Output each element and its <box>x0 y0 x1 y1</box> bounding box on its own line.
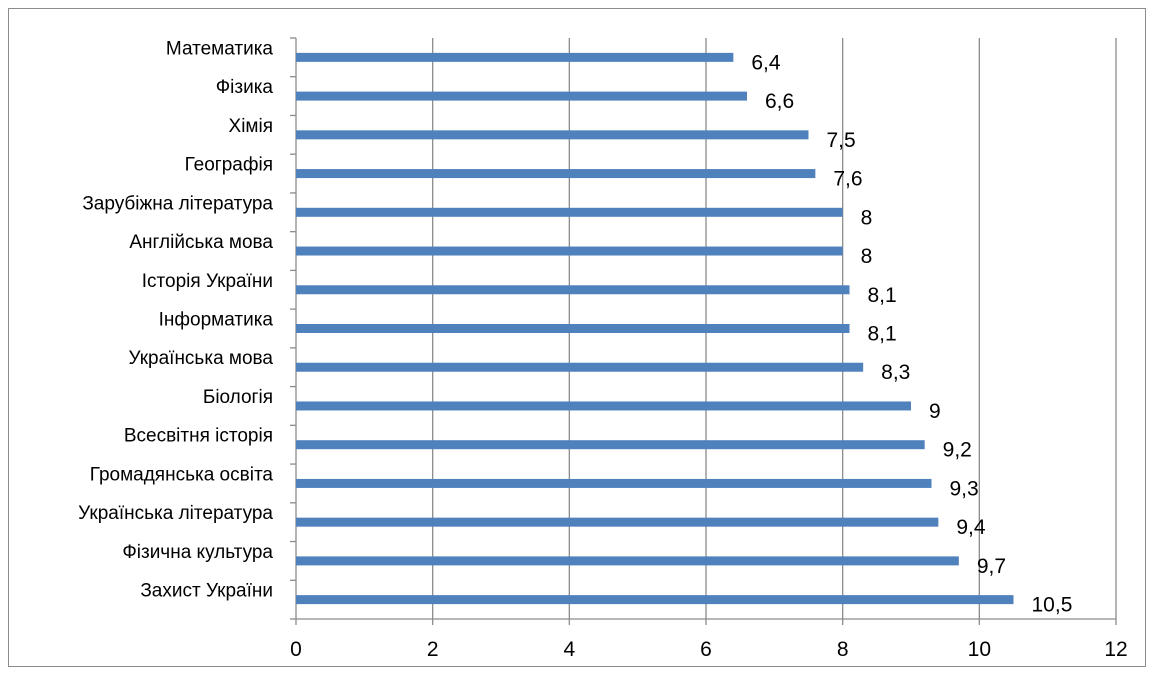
category-label: Англійська мова <box>129 232 273 253</box>
category-label: Всесвітня історія <box>124 426 273 447</box>
data-label: 8,3 <box>881 361 910 384</box>
category-label: Інформатика <box>159 310 274 331</box>
bar <box>296 595 1014 605</box>
bar <box>296 52 734 62</box>
category-label: Українська література <box>78 503 273 524</box>
bar <box>296 169 816 179</box>
x-tick-label: 4 <box>563 638 575 661</box>
data-label: 7,5 <box>827 129 856 152</box>
data-label: 8,1 <box>868 323 897 346</box>
bar <box>296 556 959 566</box>
x-tick-label: 0 <box>290 638 302 661</box>
bar <box>296 401 911 411</box>
category-label: Захист України <box>140 581 273 602</box>
category-label: Українська мова <box>129 348 274 369</box>
bar <box>296 517 939 527</box>
category-label: Історія України <box>142 271 273 292</box>
x-tick-label: 8 <box>837 638 849 661</box>
data-label: 9,4 <box>956 516 986 539</box>
data-label: 7,6 <box>833 168 862 191</box>
bar <box>296 91 747 101</box>
category-label: Математика <box>166 38 274 59</box>
bar <box>296 246 843 256</box>
category-label: Хімія <box>229 116 273 137</box>
data-label: 6,4 <box>751 51 781 74</box>
x-tick-label: 2 <box>427 638 439 661</box>
category-label: Зарубіжна література <box>82 193 273 214</box>
data-label: 8 <box>861 245 873 268</box>
labels: 0 2 4 6 8 10 12 Математика 6,4 Фізика 6,6 Хімія 7,5 Г… <box>78 38 1128 661</box>
category-label: Громадянська освіта <box>90 464 274 485</box>
bar <box>296 478 932 488</box>
bar <box>296 324 850 333</box>
data-label: 9,3 <box>950 477 979 500</box>
data-label: 6,6 <box>765 90 794 113</box>
bar <box>296 207 843 217</box>
x-tick-label: 12 <box>1104 638 1127 661</box>
bars <box>296 52 1014 605</box>
category-label: Фізична культура <box>122 542 273 563</box>
bar <box>296 130 809 140</box>
bar <box>296 285 850 295</box>
category-label: Фізика <box>216 77 274 98</box>
x-tick-label: 10 <box>968 638 991 661</box>
data-label: 9,7 <box>977 555 1006 578</box>
data-label: 8 <box>861 206 873 229</box>
data-label: 9 <box>929 400 941 423</box>
bar <box>296 440 925 450</box>
data-label: 8,1 <box>868 284 897 307</box>
x-tick-label: 6 <box>700 638 712 661</box>
bar <box>296 362 864 372</box>
data-label: 10,5 <box>1032 594 1073 617</box>
data-label: 9,2 <box>943 439 972 462</box>
category-label: Географія <box>185 155 273 176</box>
category-label: Біологія <box>203 387 273 408</box>
